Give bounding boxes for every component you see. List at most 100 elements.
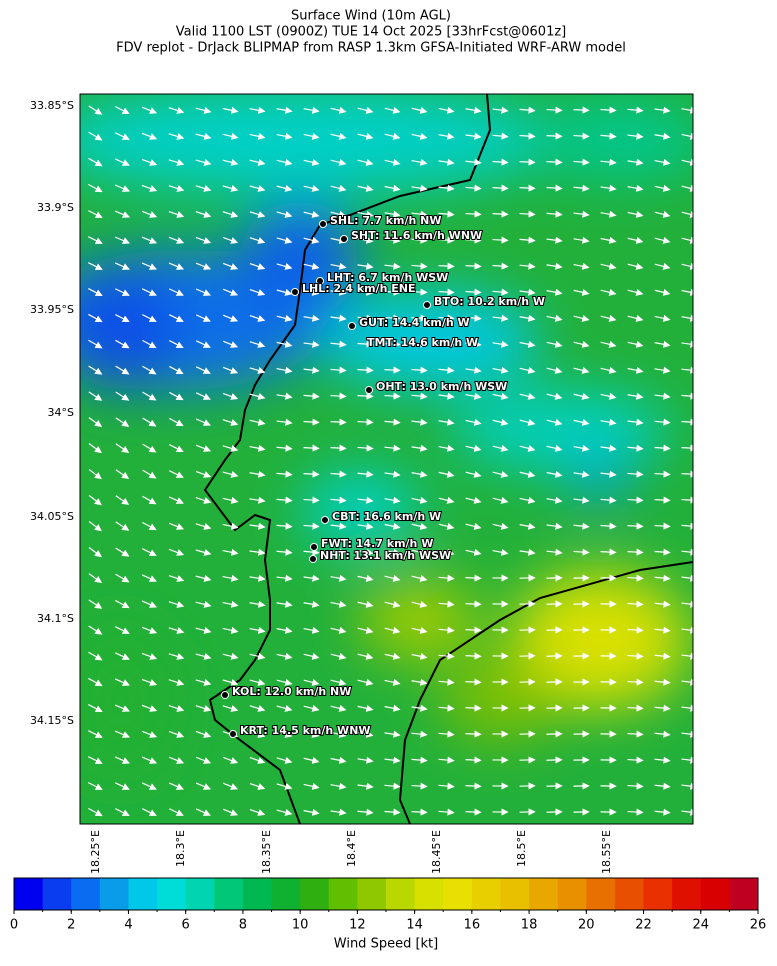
- wind-arrow: [466, 812, 481, 813]
- colorbar-tick-label: 10: [292, 918, 309, 933]
- wind-arrow: [466, 656, 481, 657]
- colorbar-tick-label: 4: [124, 918, 132, 933]
- wind-arrow: [655, 474, 670, 475]
- wind-arrow: [655, 526, 670, 527]
- wind-arrow: [466, 266, 481, 267]
- colorbar-tick-label: 6: [182, 918, 190, 933]
- colorbar-tick-label: 16: [464, 918, 481, 933]
- lon-label: 18.45°E: [430, 830, 443, 874]
- colorbar-tick-label: 12: [349, 918, 366, 933]
- wind-arrow: [331, 448, 346, 449]
- colorbar-segment: [472, 878, 501, 910]
- colorbar-segment: [186, 878, 215, 910]
- lon-label: 18.4°E: [345, 830, 358, 867]
- colorbar-tick-label: 14: [406, 918, 423, 933]
- colorbar-segment: [329, 878, 358, 910]
- station-dot: [366, 387, 373, 394]
- wind-arrow: [493, 188, 508, 189]
- colorbar-segment: [157, 878, 186, 910]
- colorbar-segment: [586, 878, 615, 910]
- colorbar-segment: [672, 878, 701, 910]
- wind-arrow: [466, 734, 481, 735]
- colorbar-tick-label: 24: [692, 918, 709, 933]
- station-label: GUT: 14.4 km/h W: [359, 316, 470, 329]
- wind-arrow: [547, 136, 562, 137]
- lat-label: 34°S: [48, 406, 74, 419]
- lat-label: 33.9°S: [37, 201, 74, 214]
- wind-arrow: [466, 682, 481, 683]
- colorbar-segment: [500, 878, 529, 910]
- colorbar-tick-label: 22: [635, 918, 652, 933]
- colorbar-segment: [128, 878, 157, 910]
- lat-label: 33.85°S: [30, 99, 74, 112]
- wind-arrow: [520, 188, 535, 189]
- wind-arrow: [466, 630, 481, 631]
- wind-arrow: [628, 552, 643, 553]
- colorbar-segment: [529, 878, 558, 910]
- lat-label: 34.15°S: [30, 714, 74, 727]
- colorbar-segment: [443, 878, 472, 910]
- wind-arrow: [439, 292, 454, 293]
- wind-arrow: [358, 422, 373, 423]
- colorbar-segment: [558, 878, 587, 910]
- lon-label: 18.55°E: [600, 830, 613, 874]
- colorbar-segment: [214, 878, 243, 910]
- wind-arrow: [655, 500, 670, 501]
- station-dot: [310, 556, 317, 563]
- colorbar-segment: [357, 878, 386, 910]
- colorbar-segment: [644, 878, 673, 910]
- colorbar-segment: [100, 878, 129, 910]
- lon-label: 18.25°E: [89, 830, 102, 874]
- wind-arrow: [331, 422, 346, 423]
- station-label: NHT: 13.1 km/h WSW: [320, 549, 451, 562]
- station-dot: [292, 289, 299, 296]
- station-label: TMT: 14.6 km/h W: [367, 336, 478, 349]
- station-dot: [349, 323, 356, 330]
- map-field: [30, 85, 710, 824]
- colorbar-segment: [243, 878, 272, 910]
- wind-arrow: [385, 370, 400, 371]
- station-label: SHL: 7.7 km/h NW: [330, 214, 441, 227]
- wind-arrow: [439, 266, 454, 267]
- wind-arrow: [466, 708, 481, 709]
- colorbar-tick-label: 20: [578, 918, 595, 933]
- colorbar-tick-label: 8: [239, 918, 247, 933]
- wind-arrow: [304, 474, 319, 475]
- wind-arrow: [358, 396, 373, 397]
- lat-label: 34.05°S: [30, 510, 74, 523]
- lon-label: 18.35°E: [260, 830, 273, 874]
- colorbar-tick-label: 26: [750, 918, 767, 933]
- station-dot: [322, 517, 329, 524]
- station-dot: [320, 221, 327, 228]
- colorbar-segment: [415, 878, 444, 910]
- wind-arrow: [574, 110, 589, 111]
- wind-arrow: [520, 162, 535, 163]
- wind-arrow: [466, 578, 481, 579]
- wind-arrow: [493, 214, 508, 215]
- wind-arrow: [466, 760, 481, 761]
- wind-arrow: [493, 240, 508, 241]
- station-label: BTO: 10.2 km/h W: [434, 295, 545, 308]
- colorbar-segment: [272, 878, 301, 910]
- station-dot: [424, 302, 431, 309]
- station-label: OHT: 13.0 km/h WSW: [376, 380, 507, 393]
- title: Surface Wind (10m AGL): [291, 9, 451, 24]
- station-dot: [341, 236, 348, 243]
- colorbar-segment: [71, 878, 100, 910]
- wind-arrow: [304, 448, 319, 449]
- station-label: SHT: 11.6 km/h WNW: [351, 229, 482, 242]
- lon-label: 18.5°E: [515, 830, 528, 867]
- station-label: CBT: 16.6 km/h W: [332, 510, 441, 523]
- source: FDV replot - DrJack BLIPMAP from RASP 1.…: [116, 41, 626, 56]
- station-label: KRT: 14.5 km/h WNW: [240, 724, 371, 737]
- colorbar-tick-label: 2: [67, 918, 75, 933]
- station-label: LHL: 2.4 km/h ENE: [302, 282, 415, 295]
- wind-arrow: [412, 812, 427, 813]
- colorbar-segment: [300, 878, 329, 910]
- wind-arrow: [547, 162, 562, 163]
- colorbar-tick-label: 0: [10, 918, 18, 933]
- station-dot: [222, 692, 229, 699]
- colorbar-label: Wind Speed [kt]: [334, 937, 438, 952]
- colorbar-segment: [701, 878, 730, 910]
